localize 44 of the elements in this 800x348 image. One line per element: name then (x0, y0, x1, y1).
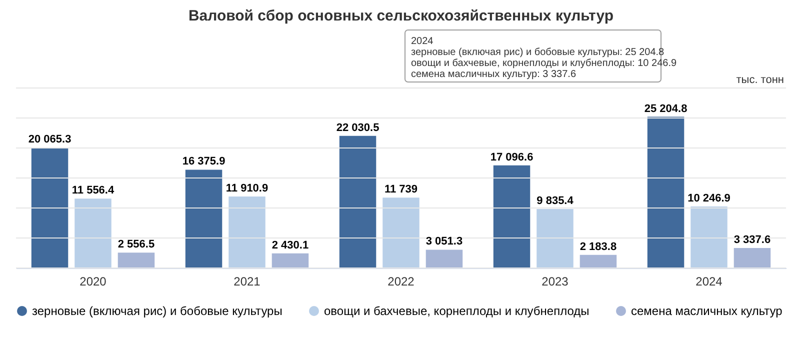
bar (382, 198, 420, 268)
bar (426, 250, 463, 268)
bar (536, 208, 574, 268)
bar (339, 136, 376, 268)
data-label: 11 910.9 (226, 182, 268, 195)
bar (74, 198, 112, 268)
bar (493, 165, 530, 268)
x-tick-label: 2022 (388, 274, 415, 288)
text: овощи и бахчевые, корнеплоды и клубнеплоды: 10 246.9 (411, 58, 677, 69)
bar (272, 253, 309, 268)
text: тыс. тонн (736, 74, 784, 86)
bar (690, 206, 728, 268)
legend-label: зерновые (включая рис) и бобовые культуры (32, 304, 282, 318)
bar (580, 254, 617, 268)
bar (647, 116, 684, 268)
data-label: 2 183.8 (580, 240, 617, 253)
legend-label: семена масличных культур (631, 304, 783, 318)
text: 2024 (411, 36, 434, 47)
bar (734, 248, 771, 268)
data-label: 3 051.3 (426, 236, 463, 248)
bar (228, 196, 266, 268)
legend-label: овощи и бахчевые, корнеплоды и клубнеплоды (324, 304, 590, 318)
bar (118, 252, 155, 268)
text: семена масличных культур: 3 337.6 (411, 69, 576, 80)
data-label: 16 375.9 (182, 156, 226, 168)
data-label: 17 096.6 (490, 151, 534, 164)
data-label: 10 246.9 (688, 192, 730, 205)
data-label: 22 030.5 (336, 122, 380, 134)
data-label: 3 337.6 (734, 234, 771, 246)
data-label: 25 204.8 (644, 102, 688, 115)
x-tick-label: 2021 (234, 274, 261, 288)
bar (185, 170, 222, 268)
text: зерновые (включая рис) и бобовые культуры: 25 204.8 (411, 47, 665, 58)
data-label: 2 430.1 (272, 239, 309, 252)
x-tick-label: 2024 (696, 274, 723, 288)
data-label: 2 556.5 (118, 238, 155, 251)
data-label: 9 835.4 (536, 194, 574, 207)
data-label: 11 739 (384, 184, 418, 196)
chart-title: Валовой сбор основных сельскохозяйственных культур (188, 8, 614, 24)
data-label: 20 065.3 (28, 134, 72, 146)
bar (31, 148, 68, 268)
x-tick-label: 2023 (542, 274, 569, 288)
data-label: 11 556.4 (72, 184, 115, 197)
x-tick-label: 2020 (80, 274, 107, 288)
